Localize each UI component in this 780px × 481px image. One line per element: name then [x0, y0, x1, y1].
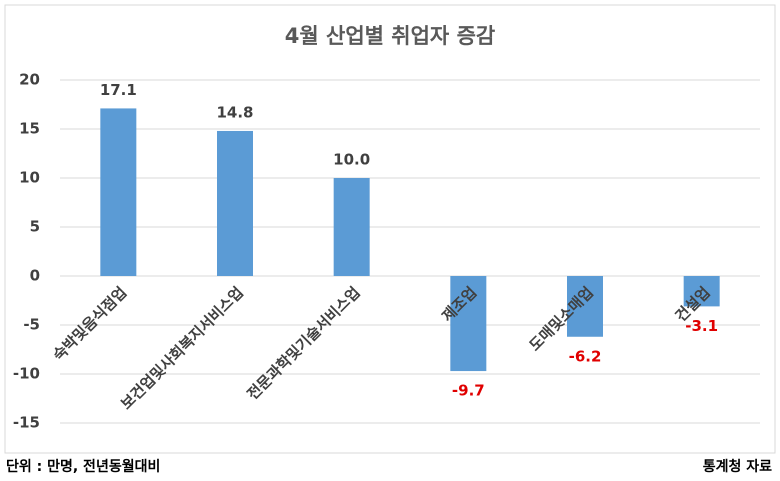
source-note: 통계청 자료 — [703, 459, 772, 475]
bar — [217, 130, 253, 276]
chart-title: 4월 산업별 취업자 증감 — [285, 24, 495, 48]
y-tick-label: 15 — [19, 120, 40, 138]
y-tick-label: -15 — [13, 414, 40, 432]
value-label: 10.0 — [333, 151, 370, 169]
y-tick-label: -5 — [23, 316, 40, 334]
bar — [567, 276, 603, 337]
y-tick-label: -10 — [13, 365, 40, 383]
value-label: 14.8 — [216, 103, 253, 121]
y-tick-label: 5 — [30, 218, 40, 236]
y-tick-label: 20 — [19, 71, 40, 89]
value-label: -3.1 — [685, 317, 718, 335]
value-label: -6.2 — [569, 347, 602, 365]
bar — [683, 276, 720, 307]
bar — [333, 178, 370, 276]
value-label: 17.1 — [100, 81, 137, 99]
bar — [450, 276, 487, 372]
y-tick-label: 0 — [30, 267, 40, 285]
bar — [100, 108, 137, 276]
y-tick-label: 10 — [19, 169, 40, 187]
value-label: -9.7 — [452, 382, 485, 400]
unit-note: 단위 : 만명, 전년동월대비 — [6, 458, 160, 475]
